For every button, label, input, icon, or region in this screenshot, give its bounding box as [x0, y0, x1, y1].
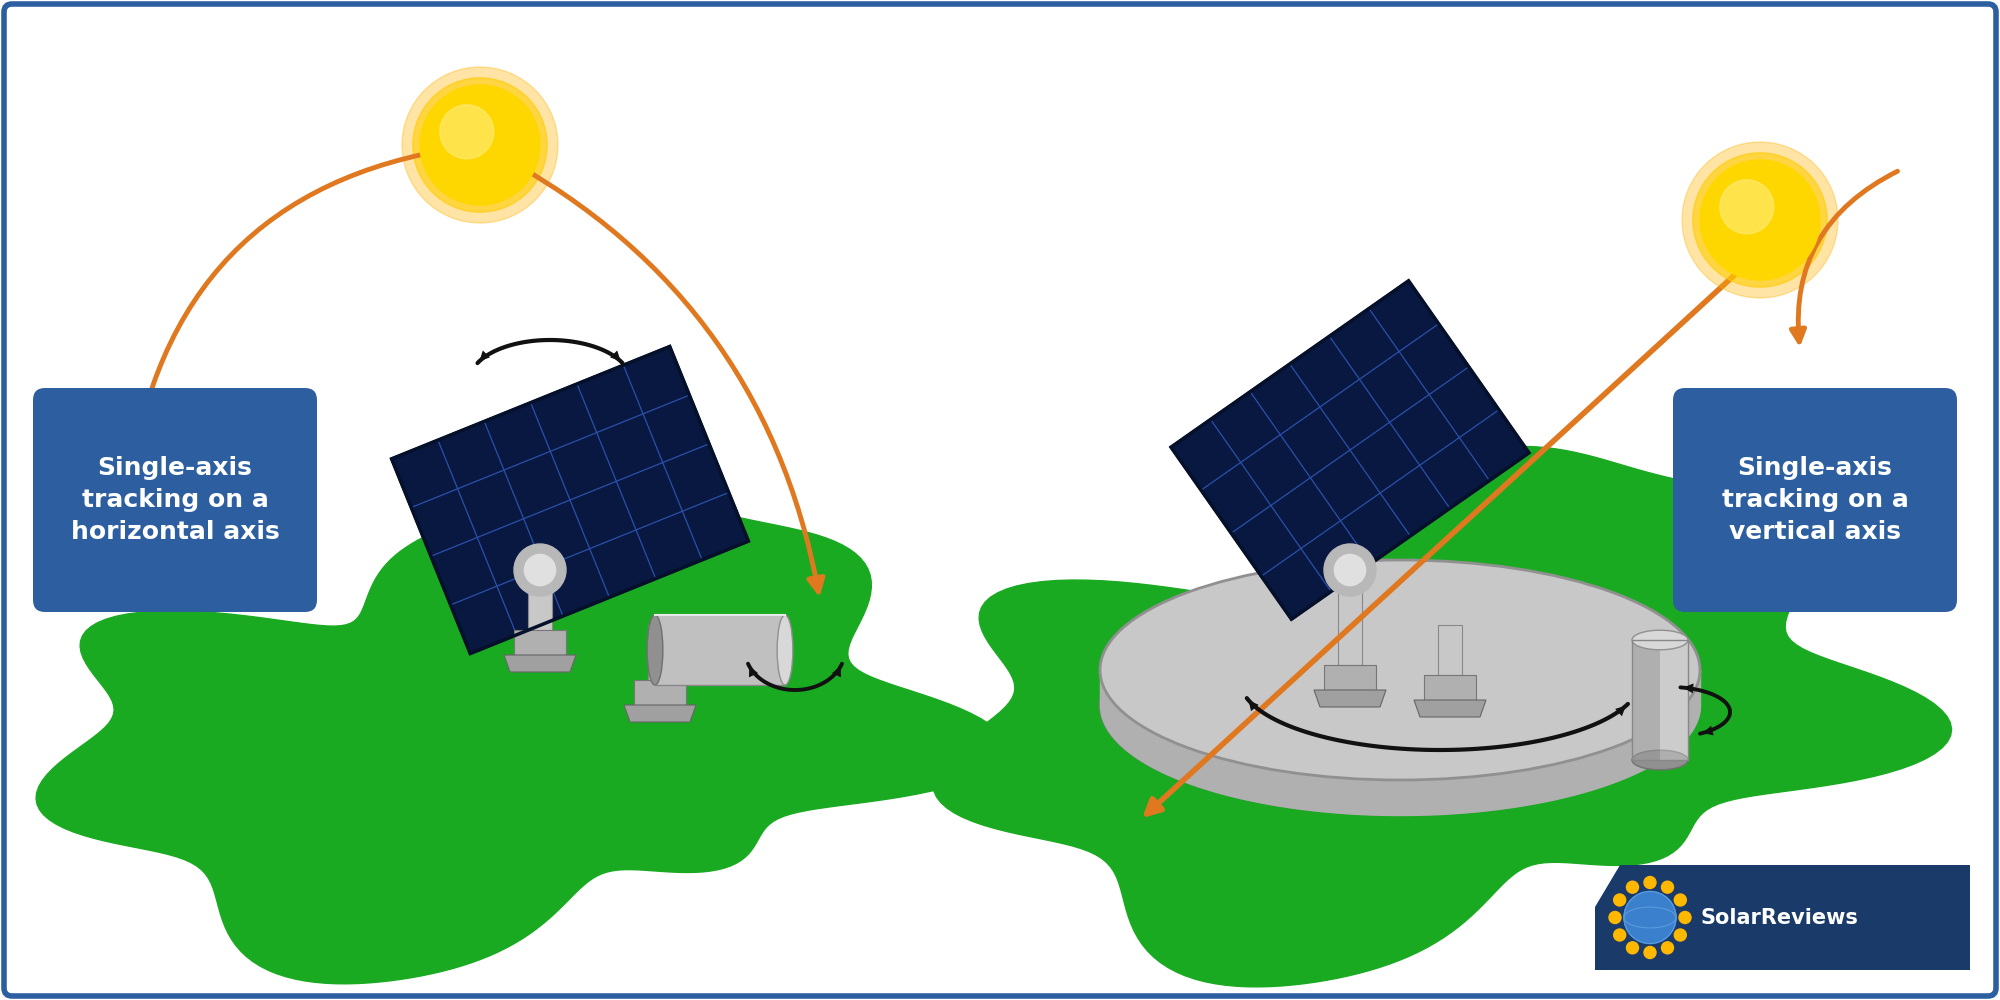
- Circle shape: [440, 105, 494, 159]
- Ellipse shape: [1100, 560, 1700, 780]
- Ellipse shape: [1632, 750, 1688, 770]
- Circle shape: [1674, 894, 1686, 906]
- Text: SolarReviews: SolarReviews: [1700, 908, 1858, 928]
- Polygon shape: [392, 346, 748, 654]
- Circle shape: [1614, 894, 1626, 906]
- Polygon shape: [1324, 665, 1376, 690]
- Polygon shape: [1100, 670, 1700, 705]
- Circle shape: [402, 67, 558, 223]
- Circle shape: [1624, 892, 1676, 944]
- Ellipse shape: [1632, 630, 1688, 650]
- Polygon shape: [514, 630, 566, 655]
- Text: Single-axis
tracking on a
vertical axis: Single-axis tracking on a vertical axis: [1722, 456, 1908, 544]
- Circle shape: [1682, 142, 1838, 298]
- Polygon shape: [1170, 281, 1530, 619]
- Polygon shape: [932, 446, 1952, 987]
- Polygon shape: [528, 570, 552, 630]
- Ellipse shape: [1100, 595, 1700, 815]
- Circle shape: [1334, 554, 1366, 586]
- Circle shape: [1644, 876, 1656, 888]
- Circle shape: [1720, 180, 1774, 234]
- Polygon shape: [1338, 570, 1362, 665]
- Polygon shape: [1438, 625, 1462, 675]
- Circle shape: [514, 544, 566, 596]
- Polygon shape: [648, 625, 672, 680]
- Polygon shape: [1314, 690, 1386, 707]
- Polygon shape: [624, 705, 696, 722]
- Ellipse shape: [648, 615, 662, 685]
- Ellipse shape: [778, 615, 792, 685]
- FancyBboxPatch shape: [1672, 388, 1956, 612]
- Polygon shape: [1424, 675, 1476, 700]
- Circle shape: [1662, 881, 1674, 893]
- Circle shape: [1678, 912, 1690, 924]
- Polygon shape: [656, 615, 784, 685]
- Circle shape: [412, 78, 548, 212]
- Circle shape: [1626, 942, 1638, 954]
- Text: Single-axis
tracking on a
horizontal axis: Single-axis tracking on a horizontal axi…: [70, 456, 280, 544]
- Circle shape: [1644, 946, 1656, 958]
- Circle shape: [1614, 929, 1626, 941]
- Polygon shape: [1632, 640, 1660, 760]
- Circle shape: [1324, 544, 1376, 596]
- Polygon shape: [1596, 865, 1970, 970]
- Polygon shape: [1414, 700, 1486, 717]
- Circle shape: [1700, 160, 1820, 280]
- Circle shape: [1692, 153, 1828, 287]
- Circle shape: [1626, 881, 1638, 893]
- Circle shape: [1674, 929, 1686, 941]
- Polygon shape: [1660, 640, 1688, 760]
- Circle shape: [524, 554, 556, 586]
- Circle shape: [1608, 912, 1620, 924]
- Circle shape: [1662, 942, 1674, 954]
- Polygon shape: [634, 680, 686, 705]
- Circle shape: [1624, 892, 1676, 944]
- FancyBboxPatch shape: [32, 388, 316, 612]
- Polygon shape: [504, 655, 576, 672]
- Polygon shape: [1632, 640, 1688, 760]
- Circle shape: [420, 85, 540, 205]
- Polygon shape: [36, 488, 1006, 984]
